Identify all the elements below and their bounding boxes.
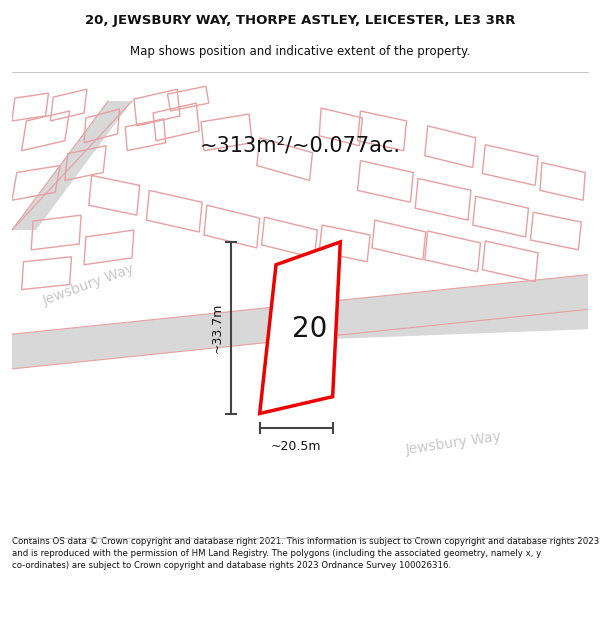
Polygon shape bbox=[329, 294, 588, 339]
Text: Map shows position and indicative extent of the property.: Map shows position and indicative extent… bbox=[130, 45, 470, 58]
Text: ~33.7m: ~33.7m bbox=[210, 302, 223, 353]
Text: Jewsbury Way: Jewsbury Way bbox=[41, 261, 137, 308]
Polygon shape bbox=[12, 274, 588, 369]
Text: ~20.5m: ~20.5m bbox=[271, 440, 322, 453]
Text: 20, JEWSBURY WAY, THORPE ASTLEY, LEICESTER, LE3 3RR: 20, JEWSBURY WAY, THORPE ASTLEY, LEICEST… bbox=[85, 14, 515, 27]
Text: 20: 20 bbox=[292, 315, 328, 343]
Text: Jewsbury Way: Jewsbury Way bbox=[405, 429, 502, 457]
Text: Contains OS data © Crown copyright and database right 2021. This information is : Contains OS data © Crown copyright and d… bbox=[12, 538, 599, 570]
Polygon shape bbox=[12, 101, 132, 230]
Polygon shape bbox=[260, 242, 340, 414]
Text: ~313m²/~0.077ac.: ~313m²/~0.077ac. bbox=[199, 136, 401, 156]
